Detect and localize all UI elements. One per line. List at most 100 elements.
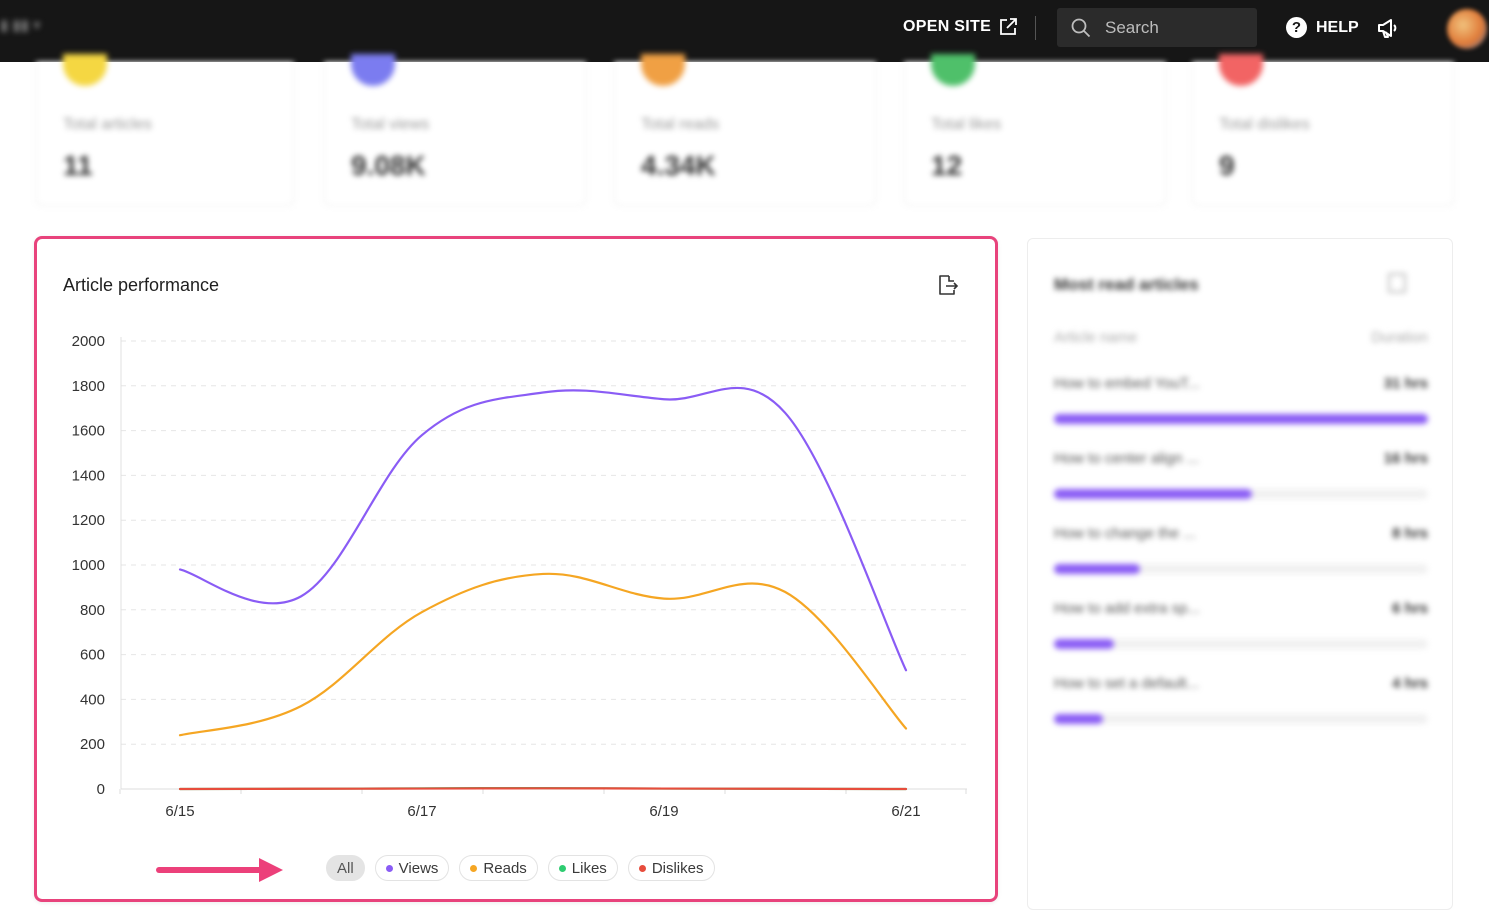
col-duration: Duration xyxy=(1371,329,1428,346)
y-tick-label: 1800 xyxy=(72,378,105,395)
topbar-divider xyxy=(1035,16,1036,40)
article-row[interactable]: How to change the ... 8 hrs xyxy=(1054,525,1428,574)
legend-dot xyxy=(385,864,393,872)
stat-card-views: Total views 9.08K xyxy=(324,54,586,206)
stat-icon xyxy=(1219,54,1263,86)
workspace-switcher[interactable]: ▮ ▮▮ ▾ xyxy=(0,17,41,34)
col-article-name: Article name xyxy=(1054,329,1138,346)
legend-chip-likes[interactable]: Likes xyxy=(547,855,618,881)
article-name: How to center align ... xyxy=(1054,450,1200,467)
top-navigation-bar: ▮ ▮▮ ▾ OPEN SITE ? HELP xyxy=(0,0,1489,62)
help-icon: ? xyxy=(1286,17,1307,38)
y-tick-label: 800 xyxy=(80,602,105,619)
duration-bar-fill xyxy=(1054,414,1428,424)
article-duration: 31 hrs xyxy=(1383,375,1428,392)
most-read-articles-card: Most read articles Article name Duration… xyxy=(1027,238,1453,910)
x-tick-label: 6/19 xyxy=(649,803,678,820)
article-row[interactable]: How to embed YouT... 31 hrs xyxy=(1054,375,1428,424)
export-icon[interactable] xyxy=(935,273,959,297)
stat-value: 9.08K xyxy=(351,150,426,181)
article-duration: 8 hrs xyxy=(1392,525,1428,542)
side-card-title: Most read articles xyxy=(1054,275,1199,294)
legend-dot xyxy=(638,864,646,872)
help-button[interactable]: ? HELP xyxy=(1286,17,1359,38)
duration-bar-fill xyxy=(1054,639,1114,649)
article-name: How to embed YouT... xyxy=(1054,375,1200,392)
article-row-text: How to change the ... 8 hrs xyxy=(1054,525,1428,542)
duration-bar-track xyxy=(1054,714,1428,724)
user-avatar[interactable] xyxy=(1447,9,1487,49)
article-row[interactable]: How to add extra sp... 6 hrs xyxy=(1054,600,1428,649)
search-box[interactable] xyxy=(1057,8,1257,47)
stat-label: Total reads xyxy=(641,116,720,133)
help-label: HELP xyxy=(1316,18,1359,36)
legend-chip-reads[interactable]: Reads xyxy=(459,855,538,881)
side-export-icon[interactable] xyxy=(1388,273,1406,293)
article-row[interactable]: How to center align ... 16 hrs xyxy=(1054,450,1428,499)
stat-value: 4.34K xyxy=(641,150,716,181)
stat-icon xyxy=(351,54,395,86)
stat-value: 12 xyxy=(931,150,963,181)
article-row-text: How to add extra sp... 6 hrs xyxy=(1054,600,1428,617)
duration-bar-fill xyxy=(1054,714,1103,724)
x-tick-label: 6/21 xyxy=(891,803,920,820)
y-tick-label: 2000 xyxy=(72,333,105,350)
stats-row: Total articles 11 Total views 9.08K Tota… xyxy=(36,54,1456,208)
stat-card-dislikes: Total dislikes 9 xyxy=(1192,54,1454,206)
x-tick-label: 6/17 xyxy=(407,803,436,820)
legend-dot xyxy=(470,864,478,872)
article-row-text: How to center align ... 16 hrs xyxy=(1054,450,1428,467)
stat-label: Total dislikes xyxy=(1219,116,1310,133)
stat-label: Total likes xyxy=(931,116,1002,133)
stat-value: 11 xyxy=(63,150,93,181)
article-name: How to set a default... xyxy=(1054,675,1200,692)
stat-card-articles: Total articles 11 xyxy=(36,54,294,206)
stat-value: 9 xyxy=(1219,150,1235,181)
legend-dot xyxy=(558,864,566,872)
megaphone-icon[interactable] xyxy=(1376,16,1400,40)
open-site-link[interactable]: OPEN SITE xyxy=(903,18,1017,36)
article-duration: 6 hrs xyxy=(1392,600,1428,617)
article-row[interactable]: How to set a default... 4 hrs xyxy=(1054,675,1428,724)
stat-icon xyxy=(63,54,107,86)
search-input[interactable] xyxy=(1105,17,1245,38)
stat-label: Total articles xyxy=(63,116,152,133)
article-row-text: How to set a default... 4 hrs xyxy=(1054,675,1428,692)
y-tick-label: 200 xyxy=(80,736,105,753)
article-duration: 16 hrs xyxy=(1383,450,1428,467)
chart-title: Article performance xyxy=(63,275,220,295)
y-tick-label: 1600 xyxy=(72,423,105,440)
legend-chip-dislikes[interactable]: Dislikes xyxy=(627,855,715,881)
duration-bar-track xyxy=(1054,414,1428,424)
legend-label: Reads xyxy=(483,859,527,877)
open-site-label: OPEN SITE xyxy=(903,18,992,35)
search-icon xyxy=(1071,18,1091,37)
stat-card-likes: Total likes 12 xyxy=(904,54,1166,206)
duration-bar-track xyxy=(1054,639,1428,649)
duration-bar-fill xyxy=(1054,564,1141,574)
performance-line-chart: 0 200 400 600 800 1000 1200 1400 1600 1800 2000 6/1… xyxy=(72,333,967,820)
x-tick-label: 6/15 xyxy=(165,803,194,820)
duration-bar-fill xyxy=(1054,489,1253,499)
article-row-text: How to embed YouT... 31 hrs xyxy=(1054,375,1428,392)
article-performance-card: Article performance 0 200 400 600 800 1000 120… xyxy=(34,236,998,902)
article-name: How to add extra sp... xyxy=(1054,600,1200,617)
external-link-icon xyxy=(1000,18,1017,35)
y-tick-label: 400 xyxy=(80,691,105,708)
legend-label: Dislikes xyxy=(651,859,704,877)
pointer-arrow-icon xyxy=(156,858,283,882)
y-tick-label: 0 xyxy=(97,781,105,798)
legend-chip-views[interactable]: Views xyxy=(374,855,450,881)
y-tick-label: 1400 xyxy=(72,467,105,484)
side-table-header: Article name Duration xyxy=(1054,329,1428,346)
stat-label: Total views xyxy=(351,116,430,133)
y-tick-label: 1000 xyxy=(72,557,105,574)
y-tick-label: 600 xyxy=(80,647,105,664)
series-line-dislikes xyxy=(178,787,908,791)
series-line-views xyxy=(178,386,908,672)
duration-bar-track xyxy=(1054,489,1428,499)
legend-chip-all[interactable]: All xyxy=(326,855,365,881)
legend-label: Views xyxy=(398,859,439,877)
legend-label: All xyxy=(337,859,354,877)
y-tick-label: 1200 xyxy=(72,512,105,529)
